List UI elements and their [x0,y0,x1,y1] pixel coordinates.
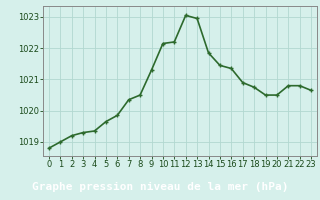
Text: Graphe pression niveau de la mer (hPa): Graphe pression niveau de la mer (hPa) [32,182,288,192]
